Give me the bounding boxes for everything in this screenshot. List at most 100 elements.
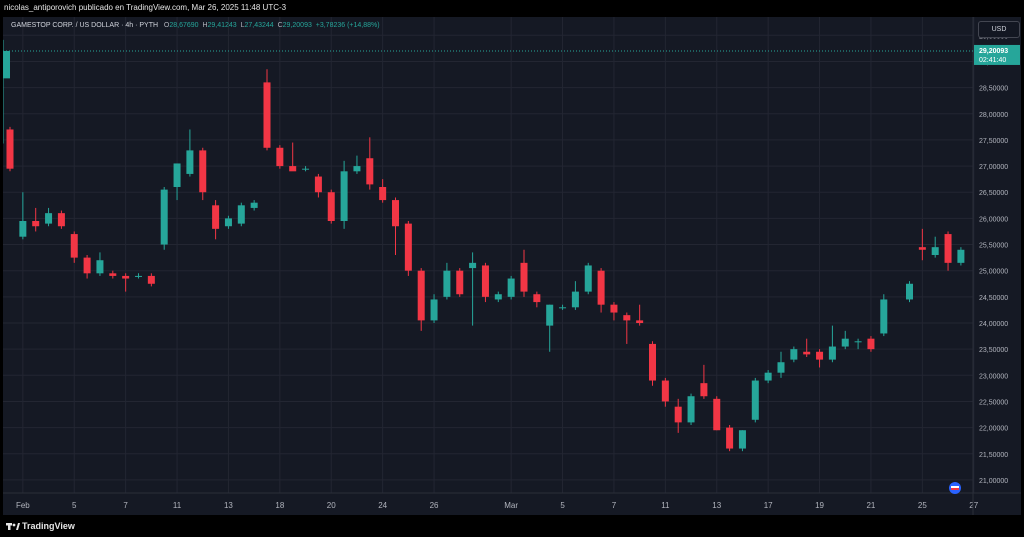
y-tick-label: 24,50000	[979, 295, 1008, 302]
open-label: O	[163, 22, 170, 29]
candle-body	[6, 129, 14, 169]
footer-bar: TradingView	[0, 515, 1024, 537]
candle-body	[83, 257, 91, 274]
candle-body	[404, 223, 412, 271]
candle-body	[841, 338, 849, 347]
candle-body	[546, 304, 554, 326]
tradingview-logo-icon	[6, 523, 20, 530]
candle-body	[867, 338, 875, 350]
candle-body	[340, 171, 348, 221]
candle-body	[726, 427, 734, 449]
high-value: 29,41243	[207, 22, 237, 29]
y-tick-label: 25,00000	[979, 269, 1008, 276]
candle-body	[96, 260, 104, 274]
x-tick-label: 11	[173, 501, 182, 510]
footer-brand: TradingView	[22, 521, 75, 531]
candle-body	[109, 273, 117, 276]
close-value: 29,20093	[282, 22, 312, 29]
x-tick-label: 11	[661, 501, 670, 510]
candle-body	[816, 351, 824, 360]
event-flag-stripe	[951, 488, 959, 490]
candle-body	[610, 304, 618, 313]
y-tick-label: 28,00000	[979, 112, 1008, 119]
x-tick-label: 20	[327, 501, 336, 510]
candle-body	[302, 168, 310, 170]
candle-body	[212, 205, 220, 229]
y-tick-label: 27,00000	[979, 164, 1008, 171]
y-tick-label: 26,50000	[979, 190, 1008, 197]
candle-body	[803, 351, 811, 355]
candle-body	[713, 398, 721, 431]
candle-body	[135, 275, 142, 277]
x-tick-label: 7	[123, 501, 128, 510]
x-tick-label: 25	[918, 501, 927, 510]
candle-body	[931, 247, 939, 255]
candle-body	[173, 163, 181, 187]
candle-body	[122, 275, 130, 279]
x-tick-label: 5	[72, 501, 77, 510]
x-tick-label: 13	[712, 501, 721, 510]
candle-body	[828, 346, 836, 360]
change-value: +3,78236 (+14,88%)	[315, 22, 380, 29]
candle-body	[366, 158, 374, 185]
candle-body	[456, 270, 464, 295]
candle-body	[481, 265, 489, 297]
candle-body	[392, 200, 399, 227]
x-tick-label: 19	[815, 501, 824, 510]
candle-body	[45, 213, 53, 224]
x-tick-label: 5	[560, 501, 565, 510]
candle-body	[430, 299, 438, 321]
close-label: C	[277, 22, 283, 29]
candle-body	[584, 265, 592, 292]
candle-body	[494, 294, 502, 300]
y-tick-label: 21,50000	[979, 452, 1008, 459]
low-label: L	[240, 22, 245, 29]
candle-body	[160, 189, 168, 245]
candle-body	[700, 383, 708, 397]
x-tick-label: 26	[430, 501, 439, 510]
x-tick-label: 21	[866, 501, 875, 510]
candle-body	[571, 291, 579, 308]
x-tick-label: 17	[764, 501, 773, 510]
x-tick-label: 24	[378, 501, 387, 510]
currency-button[interactable]: USD	[978, 21, 1020, 38]
candle-body	[314, 176, 322, 193]
candle-body	[507, 278, 515, 297]
candle-body	[520, 262, 528, 292]
y-tick-label: 26,00000	[979, 216, 1008, 223]
candle-body	[327, 192, 335, 221]
candle-body	[918, 247, 926, 250]
chart-legend: GAMESTOP CORP. / US DOLLAR · 4h · PYTH O…	[11, 22, 380, 29]
candle-body	[263, 82, 271, 148]
candle-body	[738, 430, 746, 449]
candle-body	[199, 150, 207, 193]
candle-body	[3, 50, 10, 79]
candle-body	[790, 349, 798, 360]
candle-body	[32, 221, 40, 227]
candle-body	[623, 315, 631, 321]
candle-body	[674, 406, 682, 423]
x-tick-label: Feb	[16, 501, 30, 510]
candle-body	[469, 262, 477, 269]
open-value: 28,67690	[169, 22, 199, 29]
y-tick-label: 23,00000	[979, 373, 1008, 380]
chart-panel[interactable]: 21,00000 21,50000 22,00000 22,50000 23,00000…	[2, 17, 1021, 515]
candle-body	[751, 380, 759, 420]
publisher-caption: nicolas_antiporovich publicado en Tradin…	[4, 3, 287, 12]
y-tick-label: 28,50000	[979, 86, 1008, 93]
y-tick-label: 27,50000	[979, 138, 1008, 145]
candlestick-chart[interactable]: 21,00000 21,50000 22,00000 22,50000 23,00000…	[2, 17, 1021, 515]
top-bar: nicolas_antiporovich publicado en Tradin…	[0, 0, 1024, 17]
candle-body	[636, 320, 644, 323]
candle-body	[186, 150, 194, 174]
candle-body	[147, 275, 155, 284]
x-tick-label: 27	[969, 501, 978, 510]
low-value: 27,43244	[244, 22, 274, 29]
y-tick-label: 25,50000	[979, 243, 1008, 250]
candle-body	[661, 380, 669, 402]
candle-body	[559, 307, 567, 309]
candle-body	[224, 218, 232, 227]
x-tick-label: 13	[224, 501, 233, 510]
x-tick-label: Mar	[504, 501, 518, 510]
candle-body	[533, 294, 541, 303]
